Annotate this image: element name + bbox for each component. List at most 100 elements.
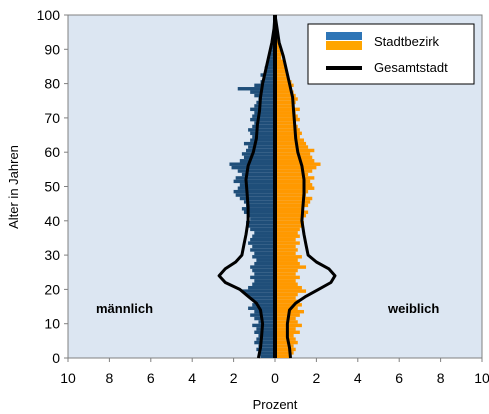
bar-female [275, 299, 300, 304]
bar-male [252, 124, 275, 129]
bar-male [233, 189, 275, 194]
bar-female [275, 107, 300, 112]
bar-female [275, 347, 296, 352]
bar-female [275, 265, 307, 269]
bar-male [233, 179, 275, 184]
bar-female [275, 39, 280, 43]
bar-female [275, 169, 313, 173]
bar-male [237, 186, 275, 190]
bar-male [248, 213, 275, 218]
gesamtstadt-male-line [217, 14, 277, 359]
bar-male [241, 207, 275, 211]
bar-male [258, 97, 275, 101]
bar-male [246, 148, 275, 153]
bar-female [275, 56, 282, 60]
bar-female [275, 69, 288, 74]
bar-female [275, 210, 309, 214]
bar-male [231, 165, 275, 170]
bar-male [254, 83, 275, 88]
y-tick-label: 90 [44, 41, 60, 57]
bar-male [252, 303, 275, 307]
bar-female [275, 159, 315, 163]
bar-female [275, 165, 317, 170]
bar-male [235, 176, 275, 180]
bar-male [270, 49, 275, 53]
bar-male [256, 100, 275, 105]
bar-female [275, 131, 302, 136]
x-tick-label: 8 [437, 370, 445, 386]
bar-female [275, 97, 298, 101]
bar-male [256, 327, 275, 331]
bar-female [275, 244, 296, 249]
bar-male [250, 138, 275, 142]
bar-male [248, 285, 275, 290]
bar-female [275, 93, 296, 98]
bar-female [275, 333, 294, 338]
bar-male [252, 135, 275, 139]
x-axis-title: Prozent [253, 397, 298, 412]
y-tick-label: 40 [44, 213, 60, 229]
x-tick-label: 10 [474, 370, 489, 386]
x-tick-label: 6 [147, 370, 155, 386]
bar-male [248, 224, 275, 228]
bar-male [254, 121, 275, 125]
bar-male [250, 107, 275, 112]
y-tick-label: 0 [52, 350, 60, 366]
bar-male [250, 227, 275, 232]
x-tick-label: 2 [230, 370, 238, 386]
bar-female [275, 135, 300, 139]
bar-female [275, 176, 315, 180]
bar-male [252, 244, 275, 249]
bar-female [275, 231, 298, 235]
bar-male [229, 162, 275, 166]
bar-male [248, 241, 275, 245]
bar-male [266, 59, 275, 64]
bar-male [237, 87, 275, 91]
bar-male [250, 131, 275, 136]
bar-female [275, 227, 300, 232]
side-label-right: weiblich [387, 301, 439, 316]
bar-female [275, 152, 311, 156]
bar-male [256, 347, 275, 352]
bar-male [260, 80, 275, 84]
bar-female [275, 203, 309, 208]
bar-female [275, 179, 311, 184]
bar-female [275, 258, 298, 262]
bar-male [250, 237, 275, 242]
bar-female [275, 66, 286, 70]
bar-male [246, 220, 275, 225]
bar-male [246, 203, 275, 208]
bar-female [275, 200, 311, 204]
bar-male [254, 316, 275, 321]
bar-male [256, 258, 275, 262]
bar-male [243, 200, 275, 204]
bar-male [254, 279, 275, 283]
bar-male [254, 330, 275, 334]
bar-male [258, 344, 275, 348]
bar-male [241, 172, 275, 177]
bar-female [275, 90, 294, 94]
bar-male [250, 275, 275, 280]
bar-male [266, 63, 275, 67]
bar-female [275, 285, 302, 290]
bar-male [248, 306, 275, 310]
bar-male [258, 333, 275, 338]
bar-female [275, 83, 294, 88]
bar-male [254, 340, 275, 345]
bar-male [246, 292, 275, 297]
bar-male [250, 265, 275, 269]
bar-male [254, 111, 275, 115]
bar-female [275, 344, 294, 348]
bar-female [275, 213, 307, 218]
bar-female [275, 251, 296, 256]
bar-female [275, 268, 298, 273]
bar-female [275, 117, 300, 122]
bar-female [275, 237, 296, 242]
bar-female [275, 111, 296, 115]
bar-male [252, 282, 275, 286]
bar-female [275, 340, 298, 345]
bar-female [275, 52, 282, 57]
bar-male [260, 354, 275, 358]
bar-female [275, 128, 300, 132]
bar-female [275, 220, 304, 225]
